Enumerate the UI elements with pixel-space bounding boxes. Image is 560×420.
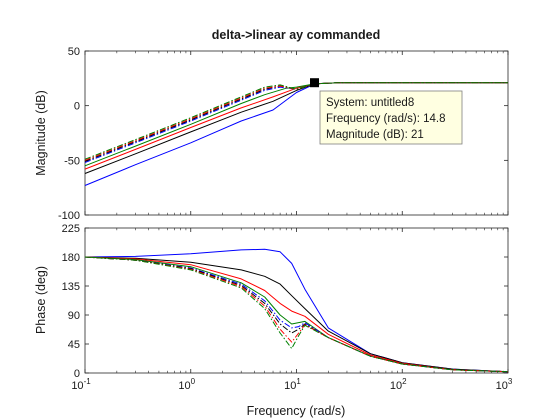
frequency-xtick-label: 100 [178,377,195,392]
datatip-frequency: Frequency (rad/s): 14.8 [326,113,446,125]
magnitude-axes: -100 -50 0 50 System: untitled8 Frequency (… [34,46,509,222]
xtick-base: 10 [71,380,83,392]
phase-ytick-label: 90 [68,310,80,322]
xtick-exponent: -1 [84,377,92,386]
phase-ytick-label: 0 [74,368,80,380]
xtick-exponent: 3 [508,377,513,386]
phase-ytick-label: 180 [62,252,80,264]
magnitude-axis-label: Magnitude (dB) [34,90,48,175]
magnitude-ytick-label: 0 [74,101,80,113]
phase-ytick-label: 225 [62,223,80,235]
magnitude-ticks: -100 -50 0 50 [58,46,509,222]
phase-series-line [84,256,509,373]
frequency-xtick-label: 101 [284,377,301,392]
frequency-xtick-label: 103 [496,377,513,392]
phase-axis-label: Phase (deg) [34,266,48,334]
xtick-base: 10 [496,380,508,392]
phase-ytick-label: 135 [62,281,80,293]
magnitude-ytick-label: -100 [58,210,80,222]
magnitude-ytick-label: -50 [64,155,80,167]
xtick-base: 10 [178,380,190,392]
phase-series-line [84,256,509,373]
xtick-exponent: 0 [191,377,196,386]
frequency-xtick-label: 10-1 [71,377,91,392]
frequency-axis-label: Frequency (rad/s) [247,404,346,418]
frequency-xtick-label: 102 [390,377,407,392]
phase-series-line [84,256,509,373]
datatip-background [319,90,463,145]
phase-ytick-label: 45 [68,339,80,351]
datatip-marker[interactable] [310,78,320,88]
datatip-system: System: untitled8 [326,97,414,109]
xtick-base: 10 [390,380,402,392]
phase-series [84,248,509,373]
magnitude-ytick-label: 50 [68,46,80,58]
datatip-box[interactable]: System: untitled8 Frequency (rad/s): 14.… [319,90,463,145]
datatip-magnitude: Magnitude (dB): 21 [326,129,424,141]
xtick-base: 10 [284,380,296,392]
phase-series-line [84,256,509,373]
magnitude-series-line [84,82,508,160]
xtick-exponent: 1 [296,377,301,386]
magnitude-series [84,82,508,186]
plot-title: delta->linear ay commanded [212,28,380,42]
xtick-exponent: 2 [402,377,407,386]
